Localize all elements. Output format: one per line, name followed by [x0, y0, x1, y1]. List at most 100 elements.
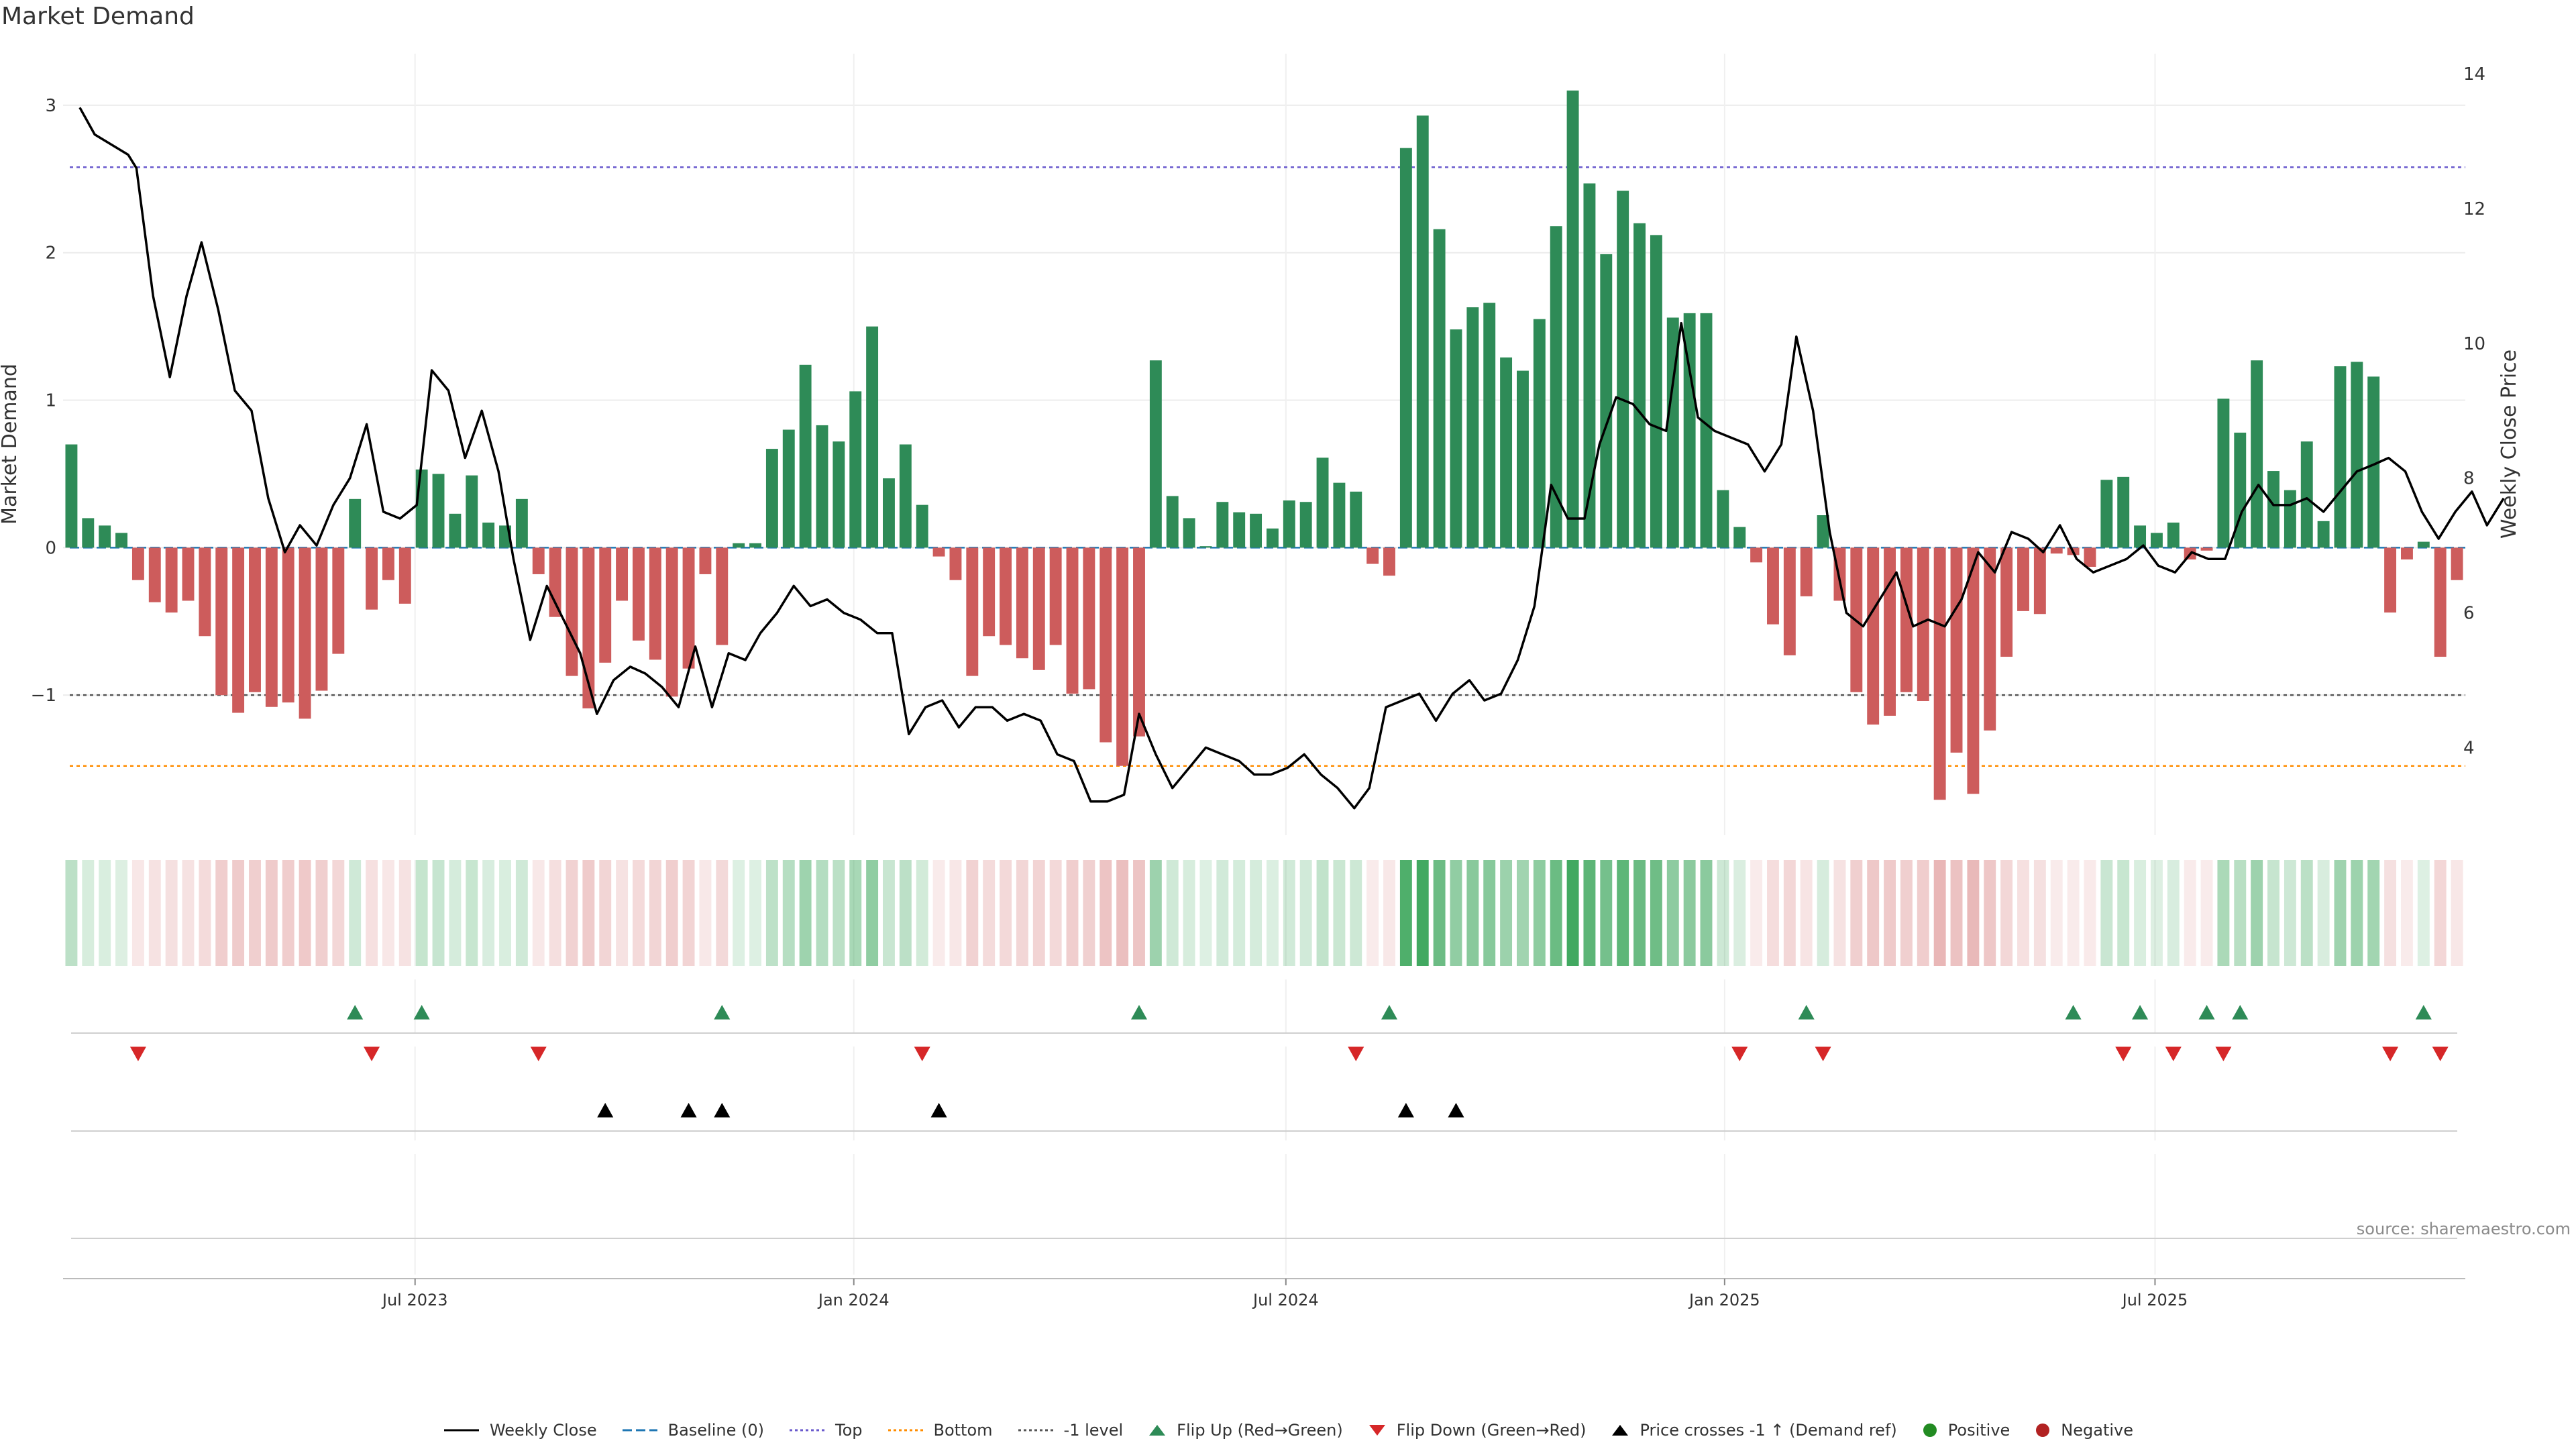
heat-cell — [1049, 860, 1062, 966]
heat-cell — [2367, 860, 2380, 966]
demand-bar — [1750, 547, 1763, 563]
demand-bar — [2351, 362, 2363, 548]
demand-bar — [265, 547, 278, 707]
y2-tick-label: 6 — [2463, 604, 2475, 624]
heat-cell — [1867, 860, 1880, 966]
legend-label: -1 level — [1063, 1421, 1124, 1440]
heat-cell — [1933, 860, 1946, 966]
demand-bar — [232, 547, 245, 713]
demand-bar — [1650, 235, 1662, 548]
flip-up-marker — [2065, 1005, 2082, 1020]
demand-bar — [1600, 254, 1613, 548]
heat-cell — [1483, 860, 1496, 966]
triangle-up-icon — [1612, 1425, 1629, 1436]
demand-bar — [2200, 547, 2213, 551]
demand-bar — [99, 525, 111, 548]
demand-bar — [1466, 307, 1479, 548]
heat-cell — [1032, 860, 1045, 966]
y-tick-label: 0 — [45, 538, 56, 558]
demand-bar — [482, 523, 495, 548]
demand-bar — [1566, 90, 1579, 548]
demand-bar — [1733, 527, 1746, 548]
demand-bar — [632, 547, 645, 641]
demand-bar — [932, 547, 945, 557]
heat-cell — [2017, 860, 2029, 966]
heat-cell — [1550, 860, 1562, 966]
demand-bar — [2251, 360, 2263, 548]
heat-cell — [482, 860, 495, 966]
y2-tick-label: 14 — [2463, 64, 2485, 85]
demand-bar — [2317, 521, 2330, 548]
demand-bar — [2084, 547, 2096, 567]
demand-bar — [1099, 547, 1112, 743]
heat-cell — [532, 860, 545, 966]
heat-cell — [649, 860, 661, 966]
demand-bar — [566, 547, 578, 676]
demand-bar — [1583, 183, 1596, 548]
reference-levels — [70, 166, 2465, 767]
demand-bar — [2167, 523, 2180, 548]
heat-cell — [632, 860, 645, 966]
heat-cell — [2267, 860, 2279, 966]
legend-label: Baseline (0) — [667, 1421, 764, 1440]
demand-bar — [1717, 490, 1729, 548]
heat-cell — [366, 860, 378, 966]
flip-down-marker — [129, 1046, 146, 1061]
heat-cell — [849, 860, 862, 966]
heat-cell — [1633, 860, 1646, 966]
demand-bar — [366, 547, 378, 610]
legend: Weekly Close Baseline (0) Top Bottom -1 … — [0, 1421, 2576, 1440]
demand-bar — [1416, 115, 1429, 548]
heat-cell — [1967, 860, 1980, 966]
heat-cell — [1166, 860, 1179, 966]
legend-label: Price crosses -1 ↑ (Demand ref) — [1640, 1421, 1897, 1440]
heat-cell — [682, 860, 695, 966]
flip-down-marker — [914, 1046, 930, 1061]
demand-bar — [398, 547, 411, 604]
heat-cell — [332, 860, 345, 966]
demand-bar — [515, 498, 528, 548]
demand-bar — [2017, 547, 2029, 611]
demand-bar — [799, 364, 812, 548]
demand-bar — [1133, 547, 1145, 737]
demand-bar — [215, 547, 228, 696]
x-tick-label: Jan 2025 — [1688, 1291, 1760, 1309]
y2-tick-label: 12 — [2463, 199, 2485, 219]
heat-cell — [1350, 860, 1362, 966]
heat-cell — [866, 860, 879, 966]
heat-cell — [2284, 860, 2296, 966]
demand-bar — [1433, 229, 1446, 548]
dot-icon — [2036, 1424, 2050, 1437]
heat-cell — [616, 860, 629, 966]
y2-tick-label: 10 — [2463, 334, 2485, 354]
dotted-line-swatch-icon — [1018, 1429, 1053, 1432]
demand-bar — [1016, 547, 1028, 659]
heat-cell — [2050, 860, 2063, 966]
heat-cell — [1650, 860, 1662, 966]
heat-cell — [799, 860, 812, 966]
heat-cell — [2217, 860, 2230, 966]
dot-icon — [1923, 1424, 1937, 1437]
demand-bar — [1967, 547, 1980, 794]
demand-bar — [749, 543, 761, 548]
flip-up-marker — [2198, 1005, 2215, 1020]
demand-bar — [349, 498, 362, 548]
demand-bar — [699, 547, 712, 574]
heat-cell — [2300, 860, 2313, 966]
heat-cell — [232, 860, 245, 966]
heat-cell — [382, 860, 394, 966]
heat-cell — [1250, 860, 1263, 966]
heat-cell — [1950, 860, 1963, 966]
demand-bar — [1633, 223, 1646, 548]
demand-bar — [616, 547, 629, 601]
heat-cell — [1133, 860, 1145, 966]
x-tick-label: Jul 2023 — [381, 1291, 448, 1309]
heat-cell — [582, 860, 595, 966]
heat-cell — [1600, 860, 1613, 966]
heat-cell — [2200, 860, 2213, 966]
legend-flip-down: Flip Down (Green→Red) — [1367, 1421, 1586, 1440]
heat-cell — [282, 860, 294, 966]
demand-bar — [2033, 547, 2046, 614]
demand-bar — [1767, 547, 1779, 625]
